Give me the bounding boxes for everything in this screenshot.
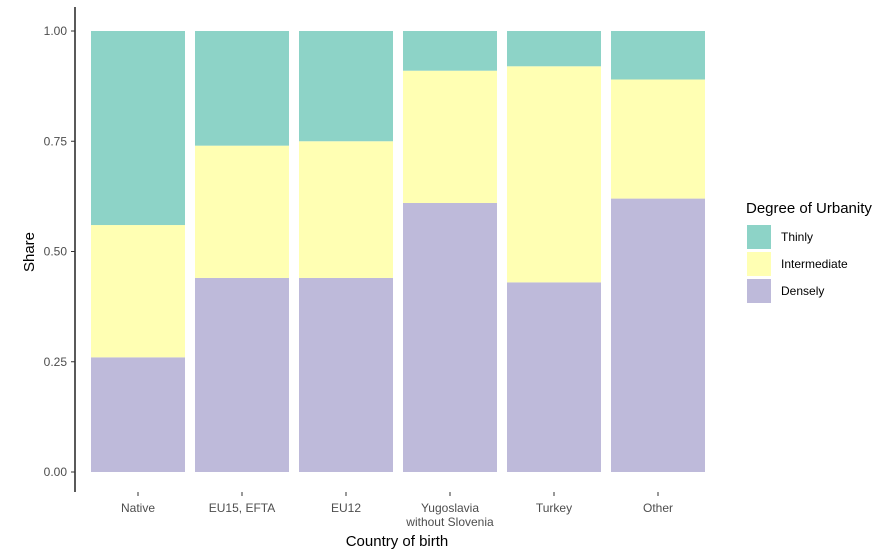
legend: Degree of Urbanity Thinly Intermediate Den…	[746, 200, 872, 303]
bar-segment-intermediate-1	[195, 145, 289, 278]
x-tick-label: Turkey	[536, 501, 572, 515]
bar-segment-intermediate-3	[403, 70, 497, 203]
x-tick-label: Other	[643, 501, 673, 515]
legend-swatch-intermediate	[747, 252, 771, 276]
y-axis-ticks: 0.00 0.25 0.50 0.75 1.00	[44, 24, 75, 479]
bar-segment-thinly-0	[91, 31, 185, 226]
y-tick-label: 0.75	[44, 134, 68, 148]
x-tick-label: EU12	[331, 501, 361, 515]
bar-segment-intermediate-2	[299, 141, 393, 278]
y-tick-label: 0.00	[44, 465, 68, 479]
bar-segment-thinly-3	[403, 31, 497, 71]
legend-label-densely: Densely	[781, 284, 824, 298]
legend-swatch-thinly	[747, 225, 771, 249]
bars-group	[91, 31, 705, 473]
bar-segment-intermediate-5	[611, 79, 705, 199]
legend-label-intermediate: Intermediate	[781, 257, 848, 271]
x-axis-title: Country of birth	[346, 533, 449, 550]
bar-segment-densely-4	[507, 282, 601, 472]
y-tick-label: 0.50	[44, 245, 68, 259]
bar-segment-densely-5	[611, 198, 705, 472]
x-tick-label: Yugoslavia without Slovenia	[405, 501, 494, 529]
legend-title: Degree of Urbanity	[746, 200, 872, 217]
x-tick-label: EU15, EFTA	[209, 501, 275, 515]
y-axis-title: Share	[21, 232, 38, 272]
legend-swatch-densely	[747, 279, 771, 303]
bar-segment-thinly-4	[507, 31, 601, 67]
x-axis-ticks: Native EU15, EFTA EU12 Yugoslavia without Sl…	[121, 492, 673, 529]
bar-segment-intermediate-0	[91, 225, 185, 358]
bar-segment-densely-1	[195, 277, 289, 472]
bar-segment-intermediate-4	[507, 66, 601, 283]
y-tick-label: 1.00	[44, 24, 68, 38]
bar-segment-thinly-1	[195, 31, 289, 146]
y-tick-label: 0.25	[44, 355, 68, 369]
bar-segment-densely-0	[91, 357, 185, 472]
bar-segment-thinly-2	[299, 31, 393, 142]
bar-segment-densely-3	[403, 202, 497, 473]
x-tick-label: Native	[121, 501, 155, 515]
legend-label-thinly: Thinly	[781, 230, 813, 244]
bar-segment-densely-2	[299, 277, 393, 472]
bar-segment-thinly-5	[611, 31, 705, 80]
